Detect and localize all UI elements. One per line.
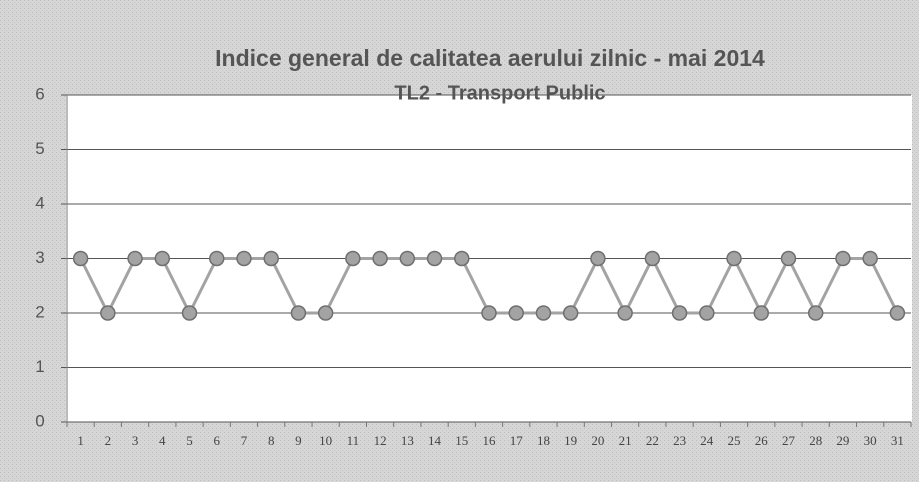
marker — [753, 305, 770, 321]
marker — [889, 305, 906, 321]
marker — [780, 250, 797, 267]
x-tick-label: 30 — [864, 433, 877, 448]
marker — [454, 250, 470, 267]
y-tick-label: 4 — [35, 193, 44, 212]
x-tick-label: 20 — [591, 433, 604, 448]
x-tick-label: 19 — [564, 433, 577, 448]
x-tick-label: 18 — [537, 433, 550, 448]
x-tick-label: 11 — [347, 433, 360, 448]
y-tick-label: 0 — [35, 411, 44, 430]
marker — [835, 250, 851, 267]
x-tick-label: 29 — [836, 433, 849, 448]
marker — [345, 250, 361, 267]
marker — [317, 305, 334, 321]
marker — [535, 305, 552, 321]
x-tick-label: 22 — [646, 433, 659, 448]
x-tick-label: 4 — [159, 433, 166, 448]
marker — [807, 305, 824, 321]
marker — [72, 250, 89, 267]
y-tick-label: 1 — [35, 357, 44, 376]
y-tick-label: 6 — [35, 84, 44, 103]
marker — [426, 250, 443, 267]
marker — [154, 250, 171, 267]
marker — [290, 305, 307, 321]
marker — [508, 305, 524, 321]
marker — [617, 305, 633, 321]
x-tick-label: 9 — [295, 433, 302, 448]
x-tick-label: 5 — [186, 433, 193, 448]
x-tick-label: 31 — [891, 433, 904, 448]
x-tick-label: 8 — [268, 433, 275, 448]
x-tick-label: 1 — [77, 433, 84, 448]
x-tick-label: 25 — [728, 433, 741, 448]
x-tick-label: 15 — [455, 433, 468, 448]
x-tick-label: 2 — [105, 433, 112, 448]
chart-title: Indice general de calitatea aerului ziln… — [215, 45, 765, 71]
chart-subtitle: TL2 - Transport Public — [394, 82, 605, 104]
x-tick-label: 17 — [510, 433, 524, 448]
marker — [862, 250, 878, 267]
x-tick-label: 26 — [755, 433, 769, 448]
marker — [263, 250, 279, 267]
x-tick-label: 16 — [483, 433, 497, 448]
marker — [181, 305, 198, 321]
marker — [481, 305, 497, 321]
x-tick-label: 14 — [428, 433, 442, 448]
marker — [100, 305, 116, 321]
marker — [726, 250, 742, 267]
x-tick-label: 6 — [213, 433, 220, 448]
x-tick-label: 7 — [241, 433, 248, 448]
marker — [127, 250, 143, 267]
y-tick-label: 5 — [35, 139, 44, 158]
marker — [562, 305, 579, 321]
x-tick-label: 28 — [809, 433, 822, 448]
marker — [644, 250, 661, 267]
marker — [372, 250, 388, 267]
y-tick-label: 2 — [35, 302, 44, 321]
marker — [208, 250, 225, 267]
marker — [699, 305, 715, 321]
x-tick-label: 13 — [401, 433, 414, 448]
marker — [236, 250, 252, 267]
x-tick-label: 21 — [619, 433, 632, 448]
marker — [399, 250, 416, 267]
x-tick-label: 12 — [374, 433, 387, 448]
y-tick-label: 3 — [35, 248, 44, 267]
x-tick-label: 3 — [132, 433, 139, 448]
x-tick-label: 27 — [782, 433, 796, 448]
marker — [590, 250, 606, 267]
marker — [671, 305, 688, 321]
x-tick-label: 24 — [700, 433, 714, 448]
x-tick-label: 10 — [319, 433, 332, 448]
x-tick-label: 23 — [673, 433, 686, 448]
